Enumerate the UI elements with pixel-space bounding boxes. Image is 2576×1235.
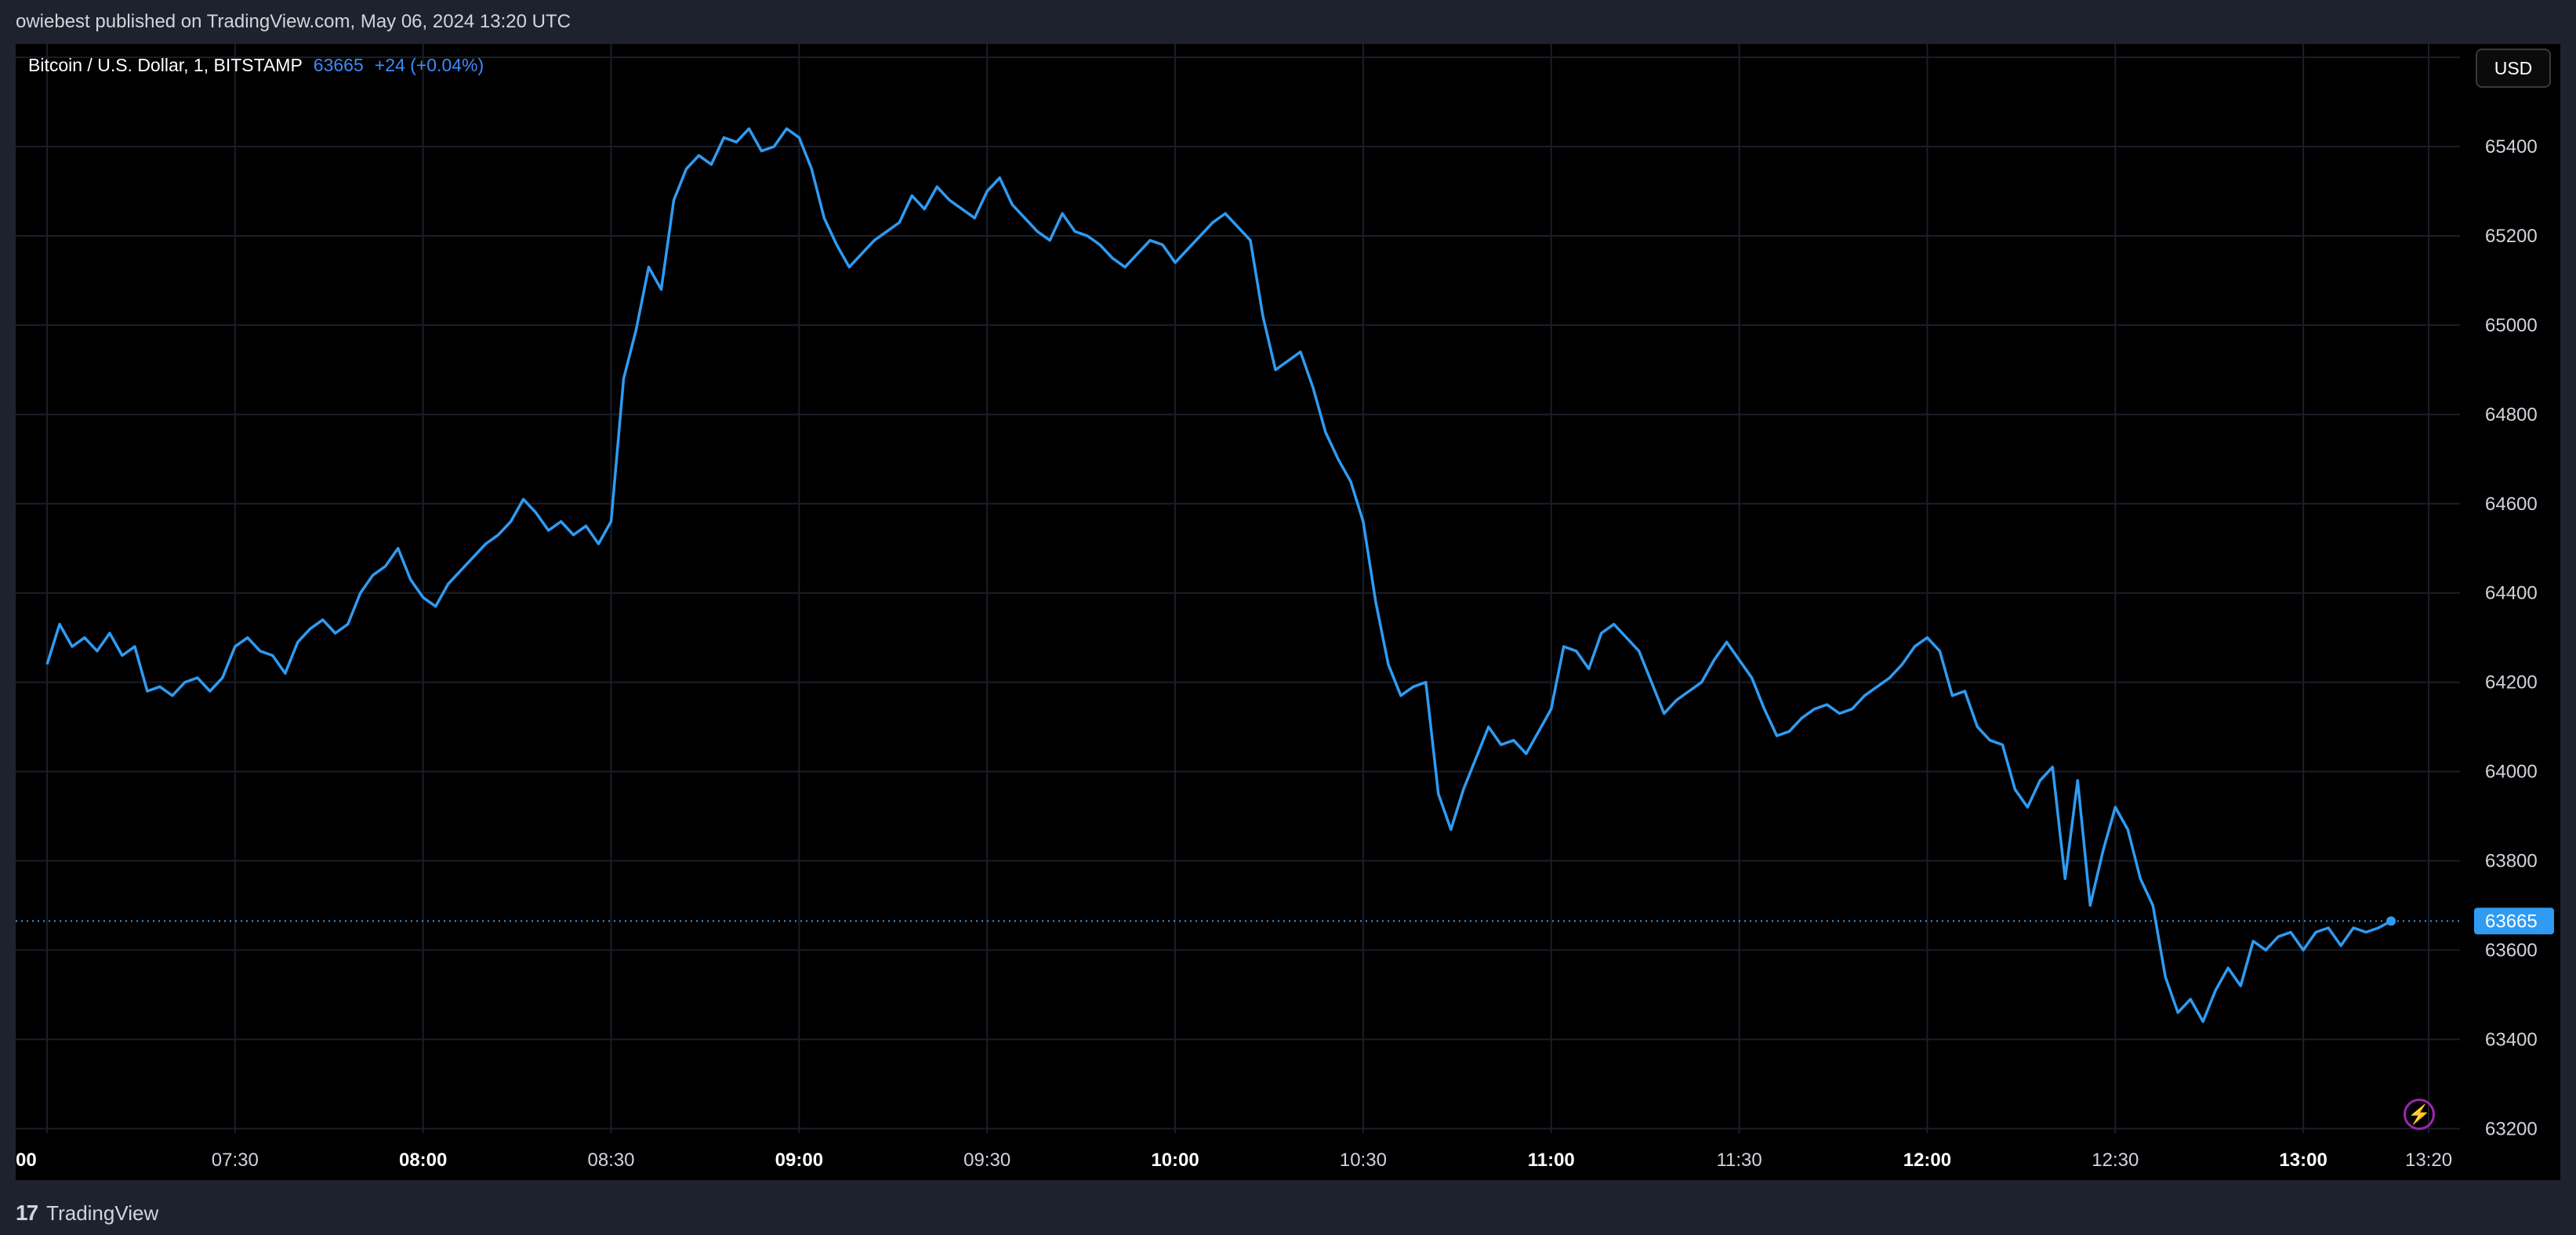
chart-legend: Bitcoin / U.S. Dollar, 1, BITSTAMP 63665… xyxy=(28,55,484,76)
y-tick-label: 63400 xyxy=(2485,1029,2538,1050)
x-tick-label: 10:30 xyxy=(1340,1150,1387,1171)
y-tick-label: 64000 xyxy=(2485,762,2538,783)
y-tick-label: 63800 xyxy=(2485,851,2538,872)
x-tick-label: 13:00 xyxy=(2279,1150,2327,1171)
x-tick-label: 10:00 xyxy=(1151,1150,1199,1171)
x-tick-label: 08:30 xyxy=(587,1150,634,1171)
y-tick-label: 65200 xyxy=(2485,226,2538,247)
publish-header: owiebest published on TradingView.com, M… xyxy=(0,0,2576,44)
y-tick-label: 64800 xyxy=(2485,404,2538,426)
chart-panel[interactable]: 63200 63400 63600 63800 64000 64200 64400 64600… xyxy=(16,44,2560,1180)
tradingview-logo-icon: 17 xyxy=(16,1201,38,1225)
current-price-tag-label: 63665 xyxy=(2485,911,2538,932)
y-tick-label: 64600 xyxy=(2485,494,2538,515)
y-tick-label: 64400 xyxy=(2485,583,2538,604)
x-tick-label: 00 xyxy=(16,1150,37,1171)
lightning-icon[interactable]: ⚡ xyxy=(2404,1099,2435,1130)
last-price-dot xyxy=(2386,916,2396,926)
series-layer xyxy=(16,127,2460,1023)
price-chart-svg[interactable]: 63200 63400 63600 63800 64000 64200 64400 64600… xyxy=(16,44,2560,1180)
axis-layer: 63200 63400 63600 63800 64000 64200 64400 64600… xyxy=(16,47,2554,1171)
x-tick-label: 13:20 xyxy=(2405,1150,2452,1171)
x-tick-label: 11:30 xyxy=(1716,1150,1761,1171)
brand-name: TradingView xyxy=(46,1201,159,1225)
symbol-label[interactable]: Bitcoin / U.S. Dollar, 1, BITSTAMP xyxy=(28,55,303,75)
grid-layer xyxy=(16,44,2460,1133)
x-tick-label: 09:00 xyxy=(775,1150,823,1171)
tradingview-brand[interactable]: 17 TradingView xyxy=(16,1201,158,1226)
x-tick-label: 12:30 xyxy=(2092,1150,2139,1171)
currency-button[interactable]: USD xyxy=(2476,49,2551,88)
y-tick-label: 65400 xyxy=(2485,136,2538,158)
legend-last-price: 63665 xyxy=(313,55,364,75)
y-tick-label: 63200 xyxy=(2485,1118,2538,1139)
current-price-tag xyxy=(2474,907,2554,935)
y-tick-label: 64200 xyxy=(2485,672,2538,694)
legend-price-change: +24 (+0.04%) xyxy=(374,55,484,75)
x-tick-label: 07:30 xyxy=(212,1150,259,1171)
x-tick-label: 08:00 xyxy=(399,1150,447,1171)
price-series-line[interactable] xyxy=(45,127,2392,1023)
published-info-text: owiebest published on TradingView.com, M… xyxy=(16,11,571,32)
x-tick-label: 12:00 xyxy=(1903,1150,1951,1171)
x-tick-label: 09:30 xyxy=(963,1150,1010,1171)
y-tick-label: 65000 xyxy=(2485,315,2538,336)
footer: 17 TradingView xyxy=(0,1191,2576,1235)
y-tick-label: 63600 xyxy=(2485,940,2538,961)
x-tick-label: 11:00 xyxy=(1528,1150,1575,1171)
